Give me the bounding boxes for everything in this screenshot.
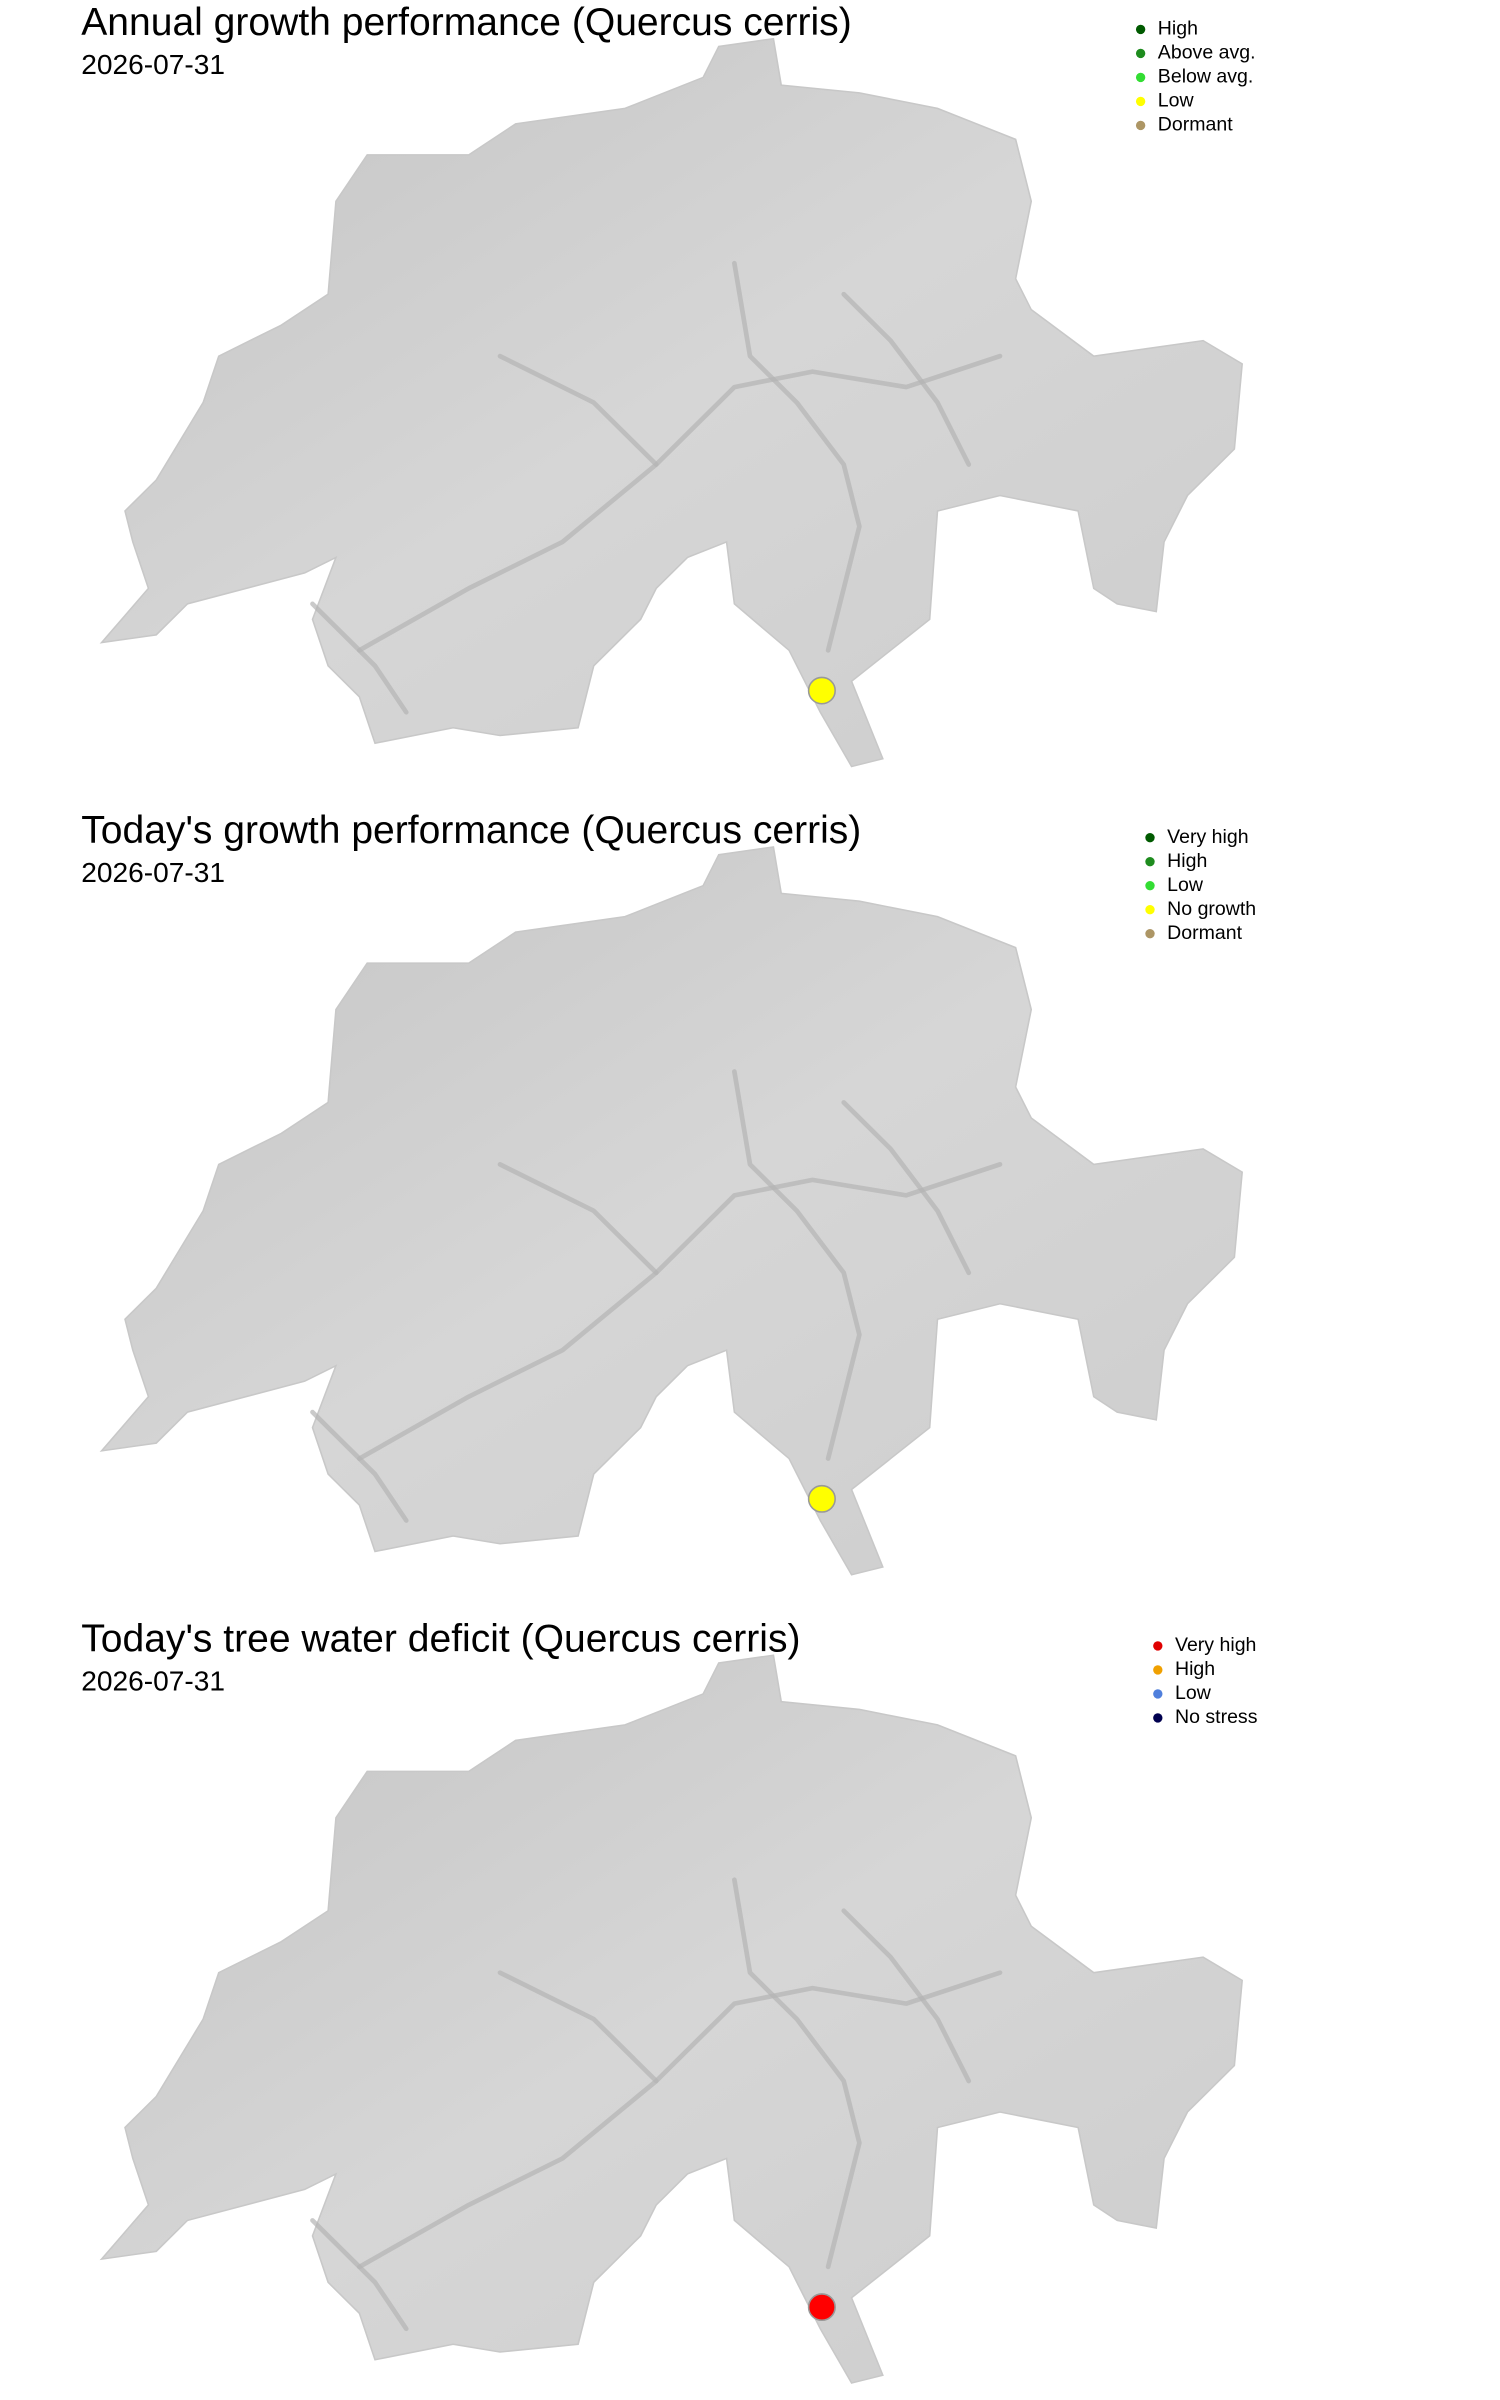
station-marker: [807, 676, 836, 705]
legend-label: Low: [1175, 1682, 1212, 1704]
legend-label: No growth: [1167, 898, 1256, 920]
valley: [357, 1970, 1003, 2270]
legend-swatch: [1145, 857, 1155, 867]
legend-label: High: [1175, 1658, 1215, 1680]
valley: [497, 1162, 659, 1276]
map-title: Annual growth performance (Quercus cerri…: [81, 1, 851, 44]
legend-label: High: [1158, 18, 1198, 40]
map-panel: Today's tree water deficit (Quercus cerr…: [81, 1618, 1258, 2384]
legend-swatch: [1145, 905, 1155, 915]
legend-label: No stress: [1175, 1706, 1258, 1728]
station-marker: [807, 1484, 836, 1513]
legend-swatch: [1153, 1713, 1163, 1723]
map-title: Today's growth performance (Quercus cerr…: [81, 809, 861, 852]
legend-swatch: [1135, 120, 1146, 131]
legend-swatch: [1135, 72, 1146, 83]
country-shape: [99, 1654, 1244, 2384]
legend-swatch: [1153, 1689, 1163, 1699]
valley: [497, 1970, 659, 2084]
valley: [841, 1100, 972, 1276]
valley: [841, 1908, 972, 2084]
valley: [732, 1069, 862, 1461]
legend-label: Very high: [1175, 1634, 1256, 1656]
legend-label: High: [1167, 850, 1207, 872]
map-title: Today's tree water deficit (Quercus cerr…: [81, 1618, 800, 1661]
country-shape: [99, 37, 1244, 768]
station-marker: [807, 2293, 836, 2322]
valley: [310, 1409, 409, 1523]
valley: [732, 260, 862, 653]
legend-swatch: [1135, 48, 1146, 59]
legend-label: Very high: [1167, 826, 1248, 848]
map-panel: Annual growth performance (Quercus cerri…: [81, 1, 1256, 768]
valley: [357, 1162, 1003, 1461]
legend-label: Above avg.: [1158, 42, 1256, 64]
legend-swatch: [1145, 929, 1155, 939]
legend-swatch: [1145, 833, 1155, 843]
legend-label: Low: [1167, 874, 1204, 896]
country-shape: [99, 846, 1244, 1576]
map-date: 2026-07-31: [81, 1666, 225, 1697]
valley: [310, 2218, 409, 2332]
legend-swatch: [1135, 96, 1146, 107]
legend-label: Below avg.: [1158, 66, 1254, 88]
map-date: 2026-07-31: [81, 49, 225, 80]
legend-swatch: [1153, 1641, 1163, 1651]
valley: [357, 353, 1003, 653]
valley: [497, 353, 659, 467]
valley: [732, 1877, 862, 2270]
legend-swatch: [1145, 881, 1155, 891]
legend-label: Low: [1158, 90, 1195, 112]
legend-swatch: [1153, 1665, 1163, 1675]
valley: [841, 291, 972, 467]
legend-swatch: [1135, 24, 1146, 35]
map-panel: Today's growth performance (Quercus cerr…: [81, 809, 1256, 1576]
legend-label: Dormant: [1158, 114, 1233, 136]
map-date: 2026-07-31: [81, 857, 225, 888]
legend-label: Dormant: [1167, 922, 1242, 944]
valley: [310, 601, 409, 715]
